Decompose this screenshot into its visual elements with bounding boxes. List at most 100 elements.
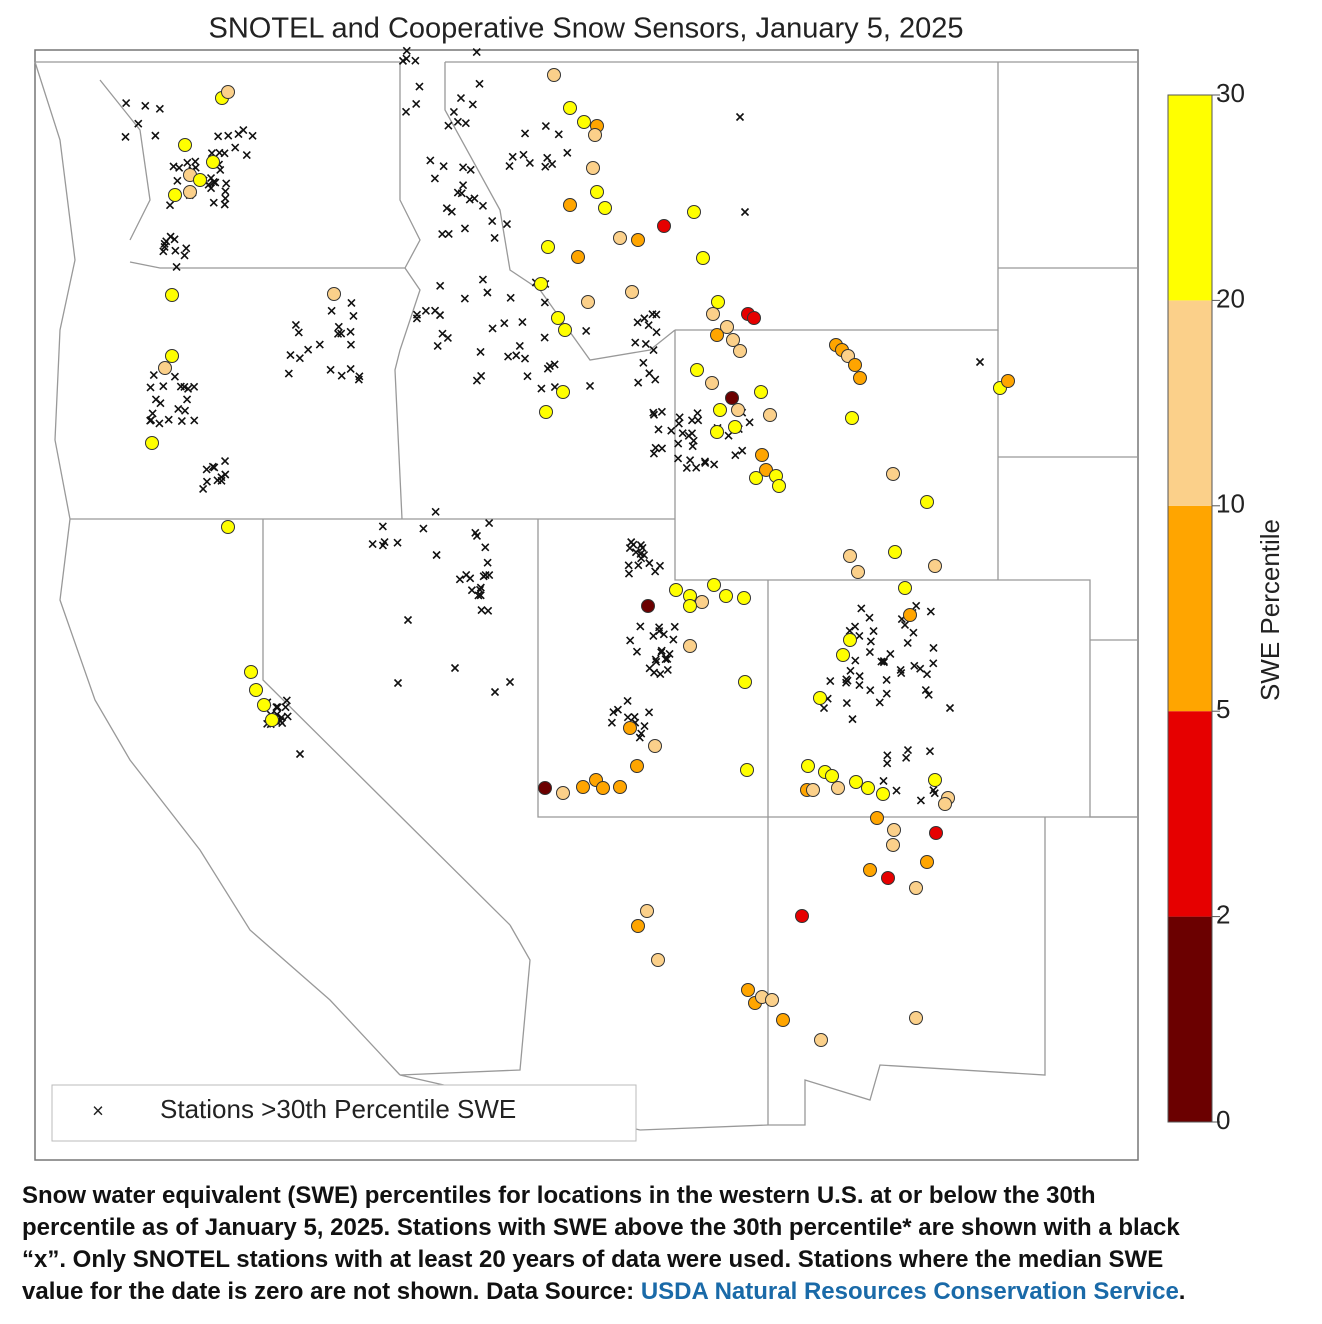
station-above-30 <box>485 518 494 528</box>
station-above-30 <box>916 664 925 673</box>
station-low-swe <box>581 295 595 309</box>
station-above-30 <box>855 680 864 690</box>
station-above-30 <box>693 409 702 418</box>
source-link[interactable]: USDA Natural Resources Conservation Serv… <box>640 1278 1179 1305</box>
station-above-30 <box>393 678 403 688</box>
station-above-30 <box>281 703 290 712</box>
station-low-swe <box>737 591 751 605</box>
station-low-swe <box>206 155 220 169</box>
station-above-30 <box>431 507 440 516</box>
station-above-30 <box>378 541 388 550</box>
station-low-swe <box>696 251 710 265</box>
station-above-30 <box>177 417 186 426</box>
station-above-30 <box>632 647 642 656</box>
station-above-30 <box>182 244 191 253</box>
station-above-30 <box>651 655 660 664</box>
station-above-30 <box>206 174 216 183</box>
station-above-30 <box>439 162 448 171</box>
station-above-30 <box>582 326 591 336</box>
station-low-swe <box>641 599 655 613</box>
caption-line: “x”. Only SNOTEL stations with at least … <box>22 1246 1164 1273</box>
station-low-swe <box>726 333 740 347</box>
station-above-30 <box>902 753 911 762</box>
station-above-30 <box>156 399 165 408</box>
map-frame <box>34 49 1139 1161</box>
station-above-30 <box>882 675 891 684</box>
station-above-30 <box>543 153 552 162</box>
station-above-30 <box>327 306 336 315</box>
station-above-30 <box>435 311 445 320</box>
station-above-30 <box>485 571 494 580</box>
station-above-30 <box>476 583 485 592</box>
station-above-30 <box>190 382 199 391</box>
station-above-30 <box>159 382 168 391</box>
station-above-30 <box>882 689 891 698</box>
station-above-30 <box>412 99 421 109</box>
station-above-30 <box>631 338 640 347</box>
station-above-30 <box>649 631 658 640</box>
station-above-30 <box>412 310 422 319</box>
colorbar-border <box>1167 94 1213 1123</box>
station-above-30 <box>519 150 528 159</box>
station-above-30 <box>315 340 324 349</box>
station-above-30 <box>518 318 527 327</box>
station-above-30 <box>740 207 750 217</box>
station-above-30 <box>180 382 189 391</box>
station-low-swe <box>690 363 704 377</box>
station-above-30 <box>652 328 661 337</box>
station-above-30 <box>248 131 257 140</box>
station-above-30 <box>613 705 622 714</box>
station-above-30 <box>883 759 892 768</box>
station-above-30 <box>687 416 697 425</box>
station-above-30 <box>209 198 218 207</box>
station-above-30 <box>146 415 156 425</box>
station-above-30 <box>654 425 663 434</box>
station-low-swe <box>563 101 577 115</box>
station-above-30 <box>490 233 499 243</box>
station-above-30 <box>174 404 183 414</box>
station-low-swe <box>861 781 875 795</box>
station-above-30 <box>476 347 485 357</box>
station-above-30 <box>474 591 483 600</box>
station-above-30 <box>667 426 676 435</box>
station-low-swe <box>625 285 639 299</box>
station-above-30 <box>505 161 514 171</box>
station-low-swe <box>731 403 745 417</box>
legend-text: Stations >30th Percentile SWE <box>160 1094 516 1124</box>
station-above-30 <box>444 121 453 130</box>
station-above-30 <box>550 360 559 369</box>
station-above-30 <box>636 622 645 631</box>
station-above-30 <box>337 329 346 338</box>
station-low-swe <box>755 448 769 462</box>
station-above-30 <box>403 615 413 625</box>
station-above-30 <box>554 130 563 139</box>
station-above-30 <box>169 162 178 171</box>
station-low-swe <box>728 420 742 434</box>
station-low-swe <box>706 307 720 321</box>
station-low-swe <box>710 425 724 439</box>
station-low-swe <box>836 648 850 662</box>
station-low-swe <box>825 769 839 783</box>
station-above-30 <box>438 329 447 338</box>
colorbar-label: SWE Percentile <box>1255 519 1285 701</box>
station-above-30 <box>475 585 485 594</box>
colorbar-tick-label: 5 <box>1216 694 1230 724</box>
station-above-30 <box>543 364 552 373</box>
station-low-swe <box>747 311 761 325</box>
station-above-30 <box>278 719 287 728</box>
station-markers <box>121 46 1015 1047</box>
station-above-30 <box>453 188 462 197</box>
station-above-30 <box>459 181 468 190</box>
station-low-swe <box>1001 374 1015 388</box>
station-low-swe <box>886 467 900 481</box>
caption-line: Snow water equivalent (SWE) percentiles … <box>22 1182 1096 1209</box>
station-above-30 <box>159 247 168 256</box>
station-above-30 <box>826 676 835 686</box>
station-above-30 <box>651 567 660 576</box>
station-low-swe <box>928 773 942 787</box>
station-low-swe <box>588 128 602 142</box>
station-above-30 <box>819 704 829 713</box>
station-low-swe <box>710 328 724 342</box>
station-above-30 <box>411 56 420 65</box>
station-above-30 <box>684 431 693 440</box>
